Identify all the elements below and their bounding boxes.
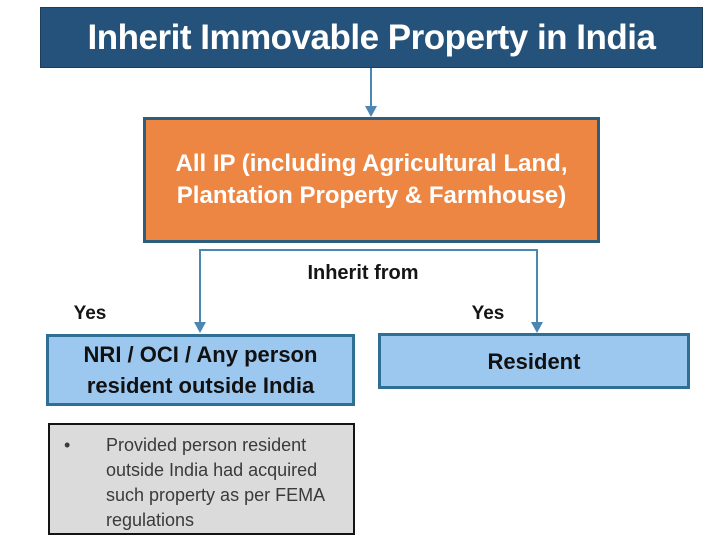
node-nri-oci-label: NRI / OCI / Any person resident outside … bbox=[83, 342, 318, 398]
arrow-title-to-root bbox=[365, 68, 377, 117]
note-box-fema: • Provided person resident outside India… bbox=[48, 423, 355, 535]
node-all-ip: All IP (including Agricultural Land, Pla… bbox=[143, 117, 600, 243]
branch-label-right-yes: Yes bbox=[471, 303, 505, 324]
note-text: Provided person resident outside India h… bbox=[106, 435, 325, 530]
branch-label-left-yes: Yes bbox=[73, 303, 107, 324]
page-title: Inherit Immovable Property in India bbox=[87, 17, 656, 57]
title-banner: Inherit Immovable Property in India bbox=[40, 7, 703, 68]
node-resident: Resident bbox=[378, 333, 690, 389]
node-resident-label: Resident bbox=[487, 348, 581, 374]
node-all-ip-label: All IP (including Agricultural Land, Pla… bbox=[175, 150, 568, 209]
bullet-icon: • bbox=[64, 435, 71, 455]
node-nri-oci: NRI / OCI / Any person resident outside … bbox=[46, 334, 355, 406]
edge-label-inherit-from: Inherit from bbox=[307, 262, 419, 284]
